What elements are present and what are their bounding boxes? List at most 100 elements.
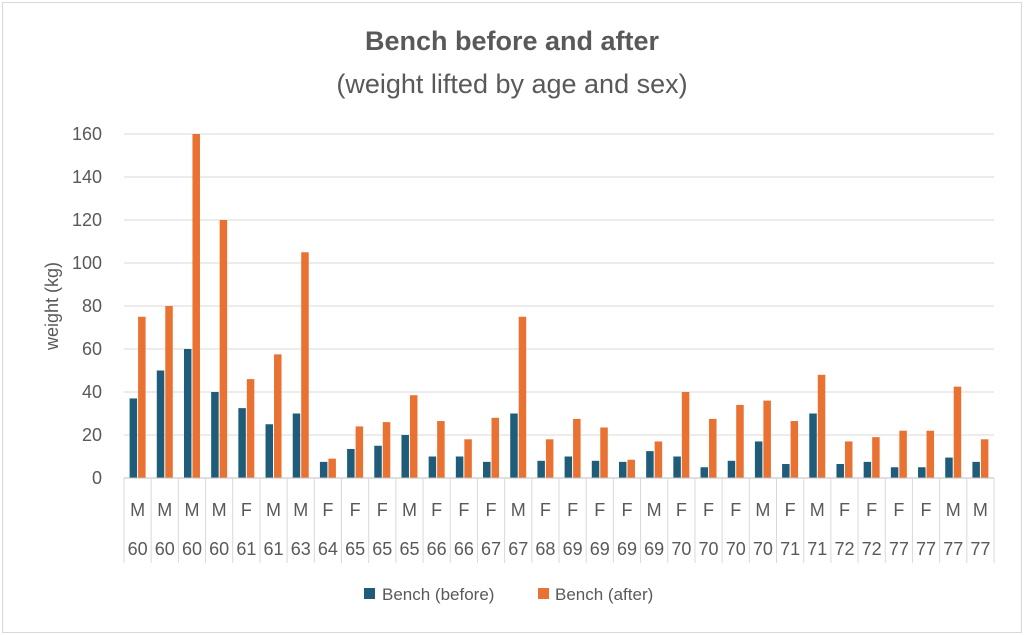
bar-bench-before <box>428 456 437 478</box>
legend-label-bench-before: Bench (before) <box>382 585 494 604</box>
legend-swatch-bench-before <box>364 588 375 599</box>
x-tick-label-age: 70 <box>726 539 746 559</box>
x-tick-label-age: 66 <box>454 539 474 559</box>
bar-bench-before <box>211 392 219 478</box>
x-tick-label-sex: M <box>946 500 961 520</box>
x-tick-label-age: 71 <box>807 539 827 559</box>
x-tick-label-sex: F <box>567 500 578 520</box>
bar-bench-before <box>347 448 355 478</box>
y-tick-label: 100 <box>72 253 102 273</box>
x-tick-label-sex: F <box>377 500 388 520</box>
bar-bench-after <box>844 441 853 478</box>
x-tick-label-sex: F <box>866 500 877 520</box>
x-tick-label-age: 72 <box>834 539 854 559</box>
x-tick-label-sex: F <box>458 500 469 520</box>
x-tick-label-sex: M <box>755 500 770 520</box>
bar-bench-before <box>129 398 138 478</box>
bar-bench-after <box>382 422 391 478</box>
bar-bench-after <box>953 386 962 478</box>
bar-bench-before <box>863 461 872 478</box>
bar-bench-after <box>872 437 880 478</box>
bar-bench-after <box>817 374 826 478</box>
bar-bench-after <box>518 316 527 478</box>
y-tick-label: 80 <box>82 296 102 316</box>
x-tick-label-sex: F <box>241 500 252 520</box>
bar-bench-after <box>301 252 309 478</box>
x-axis-categories: M 60 M 60 M 60 M 60 F 61 M 61 M 63 F 64 F 65 F 65 M 65 F 66 F 66 F… <box>123 478 995 563</box>
bar-bench-after <box>573 418 581 478</box>
bar-bench-after <box>736 404 744 478</box>
bar-bench-before <box>700 467 709 478</box>
bar-bench-before <box>510 413 518 478</box>
bar-bench-after <box>437 421 445 478</box>
bar-bench-after <box>355 426 364 478</box>
x-tick-label-age: 65 <box>372 539 392 559</box>
x-tick-label-age: 60 <box>128 539 148 559</box>
x-tick-label-age: 67 <box>481 539 501 559</box>
bar-bench-after <box>709 418 717 478</box>
x-tick-label-sex: F <box>431 500 442 520</box>
legend-swatch-bench-after <box>538 588 549 599</box>
x-tick-label-sex: M <box>293 500 308 520</box>
y-tick-label: 20 <box>82 425 102 445</box>
bar-bench-after <box>219 220 228 478</box>
x-tick-label-age: 68 <box>535 539 555 559</box>
x-tick-label-age: 69 <box>563 539 583 559</box>
bar-bench-before <box>483 461 491 478</box>
bar-bench-before <box>401 435 409 478</box>
x-tick-label-age: 61 <box>236 539 256 559</box>
bar-bench-before <box>836 464 844 478</box>
y-tick-label: 0 <box>92 468 102 488</box>
y-axis-ticks: 0 20 40 60 80 100 120 140 160 <box>72 124 102 488</box>
bar-bench-after <box>491 417 500 478</box>
bar-bench-before <box>591 460 600 478</box>
bar-bench-before <box>374 445 382 478</box>
bar-bench-after <box>627 459 635 478</box>
bar-bench-after <box>138 316 146 478</box>
y-tick-label: 60 <box>82 339 102 359</box>
x-tick-label-age: 69 <box>590 539 610 559</box>
bar-bench-before <box>238 408 246 478</box>
bar-bench-before <box>537 460 545 478</box>
x-tick-label-sex: M <box>647 500 662 520</box>
y-tick-label: 140 <box>72 167 102 187</box>
bar-bench-after <box>545 439 554 478</box>
bar-bench-after <box>464 439 472 478</box>
x-tick-label-sex: F <box>486 500 497 520</box>
x-tick-label-age: 77 <box>916 539 936 559</box>
x-tick-label-age: 77 <box>970 539 990 559</box>
x-tick-label-sex: M <box>810 500 825 520</box>
bar-bench-after <box>681 392 690 478</box>
x-tick-label-sex: F <box>621 500 632 520</box>
y-tick-label: 120 <box>72 210 102 230</box>
x-tick-label-sex: F <box>703 500 714 520</box>
x-tick-label-age: 70 <box>753 539 773 559</box>
x-tick-label-sex: F <box>893 500 904 520</box>
x-tick-label-age: 77 <box>943 539 963 559</box>
bars <box>124 134 994 479</box>
bar-bench-after <box>409 395 418 478</box>
x-tick-label-sex: M <box>402 500 417 520</box>
bar-bench-after <box>600 427 608 478</box>
bar-bench-after <box>192 134 200 478</box>
bar-bench-before <box>319 461 328 478</box>
x-tick-label-sex: M <box>266 500 281 520</box>
x-tick-label-age: 77 <box>889 539 909 559</box>
bar-bench-after <box>328 458 336 478</box>
y-tick-label: 160 <box>72 124 102 144</box>
x-tick-label-age: 65 <box>345 539 365 559</box>
y-tick-label: 40 <box>82 382 102 402</box>
bar-bench-before <box>972 461 980 478</box>
bar-bench-before <box>646 451 654 478</box>
x-tick-label-sex: F <box>322 500 333 520</box>
x-tick-label-sex: M <box>184 500 199 520</box>
x-tick-label-age: 69 <box>617 539 637 559</box>
x-tick-label-age: 60 <box>182 539 202 559</box>
bar-bench-before <box>265 424 274 478</box>
bar-bench-before <box>292 413 301 478</box>
bar-bench-after <box>654 441 663 478</box>
x-tick-label-age: 66 <box>427 539 447 559</box>
bar-bench-before <box>945 457 953 478</box>
x-tick-label-sex: F <box>839 500 850 520</box>
bar-bench-before <box>673 456 681 478</box>
